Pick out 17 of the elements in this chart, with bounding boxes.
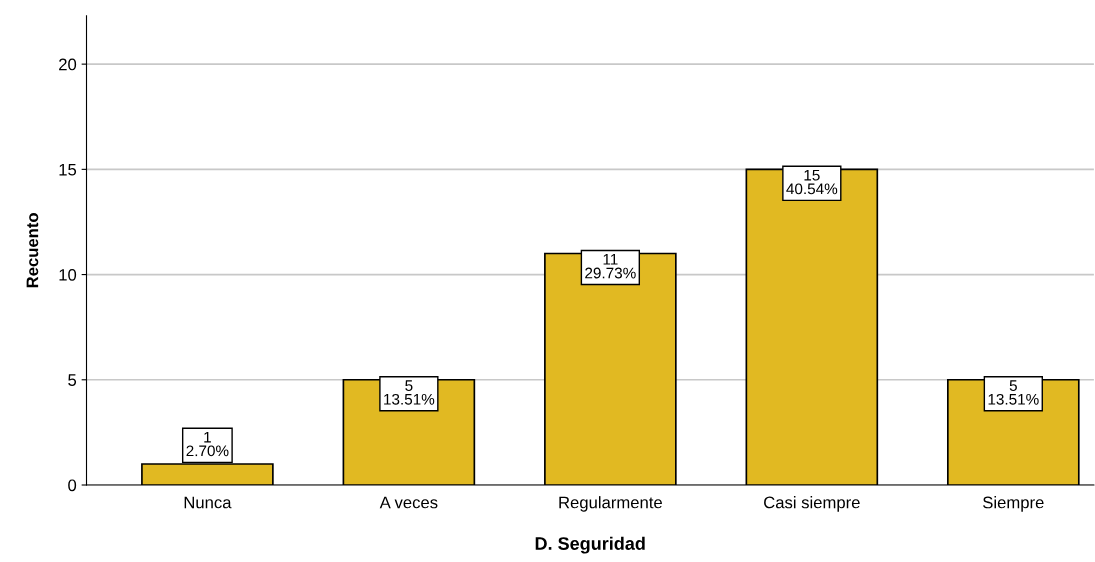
y-tick-label: 15 — [59, 163, 77, 176]
data-label: 5 13.51% — [988, 380, 1039, 405]
x-tick-label: Siempre — [983, 496, 1044, 512]
x-tick-label: Casi siempre — [764, 496, 860, 512]
data-label: 5 13.51% — [384, 380, 435, 405]
x-tick-label: Regularmente — [559, 496, 662, 512]
data-label: 11 29.73% — [585, 254, 636, 279]
y-tick-label: 5 — [68, 374, 77, 386]
x-axis-title: D. Seguridad — [535, 536, 645, 554]
x-tick-label: Nunca — [184, 496, 232, 509]
y-tick-label: 10 — [59, 268, 77, 281]
data-label: 15 40.54% — [786, 169, 838, 195]
y-tick-label: 0 — [68, 479, 77, 492]
y-tick-label: 20 — [59, 58, 77, 71]
y-axis-title: Recuento — [26, 213, 39, 288]
data-label: 1 2.70% — [186, 431, 229, 457]
x-tick-label: A veces — [379, 496, 438, 509]
